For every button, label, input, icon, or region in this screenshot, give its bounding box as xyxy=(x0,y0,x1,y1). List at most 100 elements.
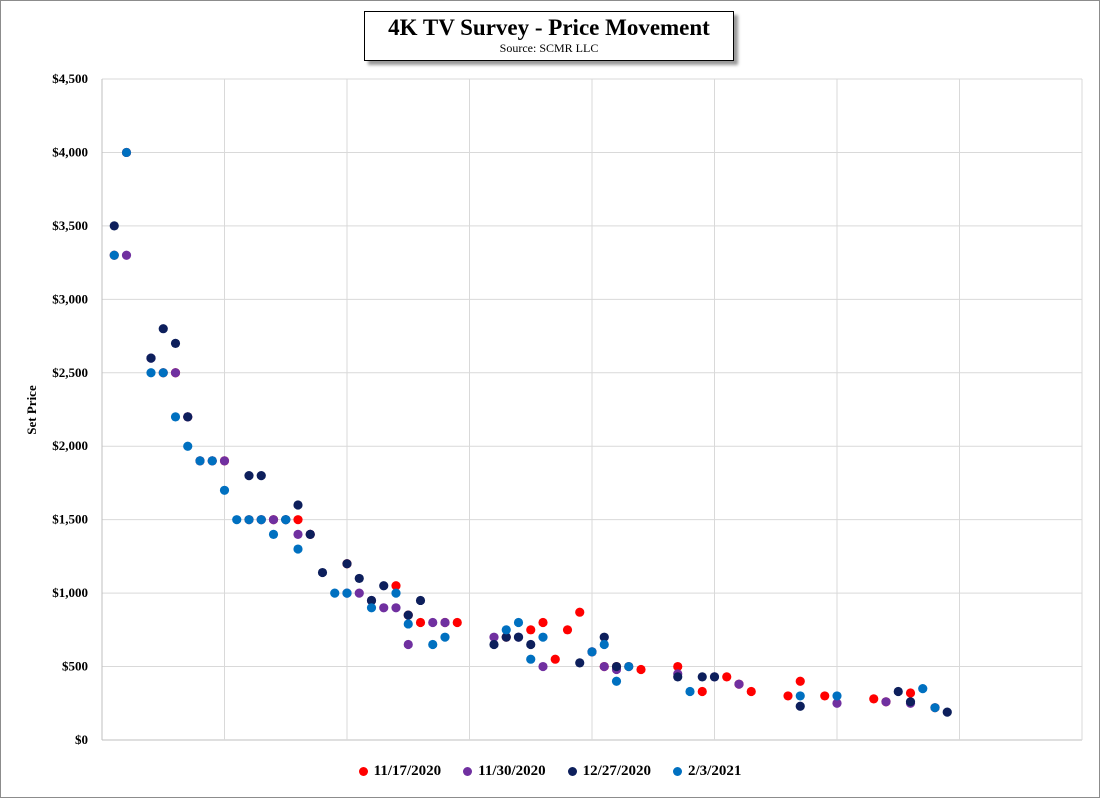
data-point-series-2 xyxy=(599,661,609,672)
y-tick-label: $500 xyxy=(62,659,88,674)
data-point-series-1 xyxy=(783,691,793,701)
data-point-series-4 xyxy=(207,456,217,466)
data-point-series-4 xyxy=(930,703,940,713)
data-point-series-4 xyxy=(526,654,536,664)
y-tick-label: $0 xyxy=(75,732,88,747)
data-point-series-4 xyxy=(219,485,230,495)
legend-marker xyxy=(358,767,368,776)
data-point-series-4 xyxy=(158,368,168,378)
data-point-series-3 xyxy=(575,658,585,668)
data-point-series-4 xyxy=(109,250,119,260)
legend: 11/17/2020 11/30/2020 12/27/2020 2/3/2021 xyxy=(0,763,1100,780)
data-point-series-1 xyxy=(905,688,916,698)
data-point-series-4 xyxy=(195,456,205,466)
data-point-series-2 xyxy=(268,515,279,525)
data-point-series-4 xyxy=(599,639,609,650)
y-tick-label: $1,500 xyxy=(52,512,88,527)
data-point-series-3 xyxy=(293,500,303,510)
legend-item-1: 11/17/2020 xyxy=(358,763,442,780)
data-point-series-2 xyxy=(403,639,413,650)
data-point-series-4 xyxy=(330,588,340,598)
legend-item-2: 11/30/2020 xyxy=(463,763,546,780)
data-point-series-1 xyxy=(415,617,426,628)
data-point-series-1 xyxy=(452,617,462,628)
data-point-series-3 xyxy=(599,632,609,642)
data-point-series-1 xyxy=(673,661,683,672)
data-point-series-2 xyxy=(734,679,744,689)
data-point-series-4 xyxy=(366,603,377,613)
data-point-series-4 xyxy=(918,683,928,694)
data-point-series-4 xyxy=(795,691,805,701)
data-point-series-4 xyxy=(342,588,352,598)
data-point-series-3 xyxy=(366,595,377,606)
data-point-series-3 xyxy=(256,471,266,481)
legend-label: 11/17/2020 xyxy=(373,763,442,779)
data-point-series-4 xyxy=(232,515,242,525)
legend-marker xyxy=(673,767,683,776)
data-point-series-3 xyxy=(489,639,499,650)
data-point-series-4 xyxy=(624,661,634,672)
data-point-series-3 xyxy=(109,221,119,231)
data-point-series-3 xyxy=(697,672,707,682)
y-tick-label: $3,000 xyxy=(52,291,88,306)
data-point-series-3 xyxy=(709,672,720,682)
data-point-series-4 xyxy=(244,515,254,525)
data-point-series-4 xyxy=(403,619,413,629)
data-point-series-1 xyxy=(795,676,805,686)
data-point-series-3 xyxy=(146,353,156,363)
data-point-series-4 xyxy=(146,368,156,378)
data-point-series-1 xyxy=(746,686,756,697)
data-point-series-4 xyxy=(256,515,266,525)
data-point-series-2 xyxy=(121,250,132,260)
data-point-series-2 xyxy=(170,368,181,378)
data-point-series-3 xyxy=(158,324,168,334)
data-point-series-2 xyxy=(538,661,548,672)
data-point-series-3 xyxy=(183,412,193,422)
data-point-series-1 xyxy=(550,654,560,664)
data-point-series-2 xyxy=(832,698,842,708)
data-point-series-1 xyxy=(869,694,879,704)
chart-subtitle: Source: SCMR LLC xyxy=(499,41,599,55)
legend-item-3: 12/27/2020 xyxy=(567,763,652,780)
title-box: 4K TV Survey - Price Movement Source: SC… xyxy=(364,11,734,61)
data-point-series-3 xyxy=(244,471,254,481)
data-point-series-3 xyxy=(501,632,511,642)
legend-label: 12/27/2020 xyxy=(582,763,652,779)
legend-item-4: 2/3/2021 xyxy=(673,763,741,780)
data-point-series-2 xyxy=(219,456,230,466)
data-point-series-4 xyxy=(587,647,597,657)
data-point-series-4 xyxy=(611,676,622,686)
legend-label: 11/30/2020 xyxy=(478,763,546,779)
data-point-series-4 xyxy=(170,412,181,422)
data-point-series-4 xyxy=(832,691,842,701)
data-points xyxy=(109,147,952,717)
data-point-series-4 xyxy=(501,625,511,635)
data-point-series-2 xyxy=(354,588,364,598)
legend-marker xyxy=(463,767,473,776)
data-point-series-3 xyxy=(905,697,916,707)
data-point-series-3 xyxy=(354,573,364,584)
data-point-series-4 xyxy=(428,639,438,650)
data-point-series-4 xyxy=(268,529,279,539)
data-point-series-1 xyxy=(636,664,646,675)
data-point-series-3 xyxy=(526,639,536,650)
y-tick-label: $2,000 xyxy=(52,438,88,453)
chart-title: 4K TV Survey - Price Movement xyxy=(388,15,710,40)
data-point-series-4 xyxy=(183,441,193,451)
y-axis-title: Set Price xyxy=(24,385,39,435)
data-point-series-3 xyxy=(611,661,622,672)
y-tick-label: $4,000 xyxy=(52,144,88,159)
data-point-series-3 xyxy=(893,686,903,697)
data-point-series-2 xyxy=(379,603,389,613)
data-point-series-2 xyxy=(293,529,303,539)
data-point-series-3 xyxy=(170,338,181,348)
data-point-series-3 xyxy=(342,559,352,569)
data-point-series-1 xyxy=(575,607,585,617)
data-point-series-4 xyxy=(293,544,303,554)
data-point-series-4 xyxy=(391,588,401,598)
data-point-series-3 xyxy=(513,632,524,642)
data-point-series-1 xyxy=(697,686,707,697)
data-point-series-1 xyxy=(562,625,573,635)
